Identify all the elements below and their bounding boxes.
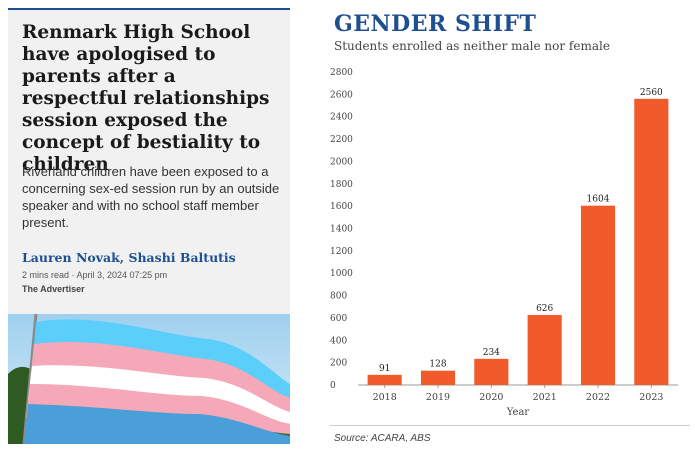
y-tick-label: 2200 bbox=[330, 135, 353, 145]
bar-2019 bbox=[420, 370, 456, 385]
y-tick-label: 600 bbox=[330, 314, 347, 324]
article-publication: The Advertiser bbox=[22, 284, 85, 294]
y-tick-label: 1600 bbox=[330, 202, 353, 212]
x-tick-label-2018: 2018 bbox=[373, 392, 397, 403]
chart-source-note: Source: ACARA, ABS bbox=[334, 433, 431, 444]
bar-2020 bbox=[474, 358, 509, 385]
y-tick-label: 2600 bbox=[330, 90, 353, 100]
x-tick-label-2019: 2019 bbox=[426, 392, 450, 403]
y-tick-label: 1000 bbox=[330, 269, 353, 279]
y-tick-label: 1400 bbox=[330, 225, 353, 235]
flag-blue-stripe-lower bbox=[24, 404, 290, 444]
chart-source-divider bbox=[330, 425, 690, 426]
data-label-2020: 234 bbox=[483, 348, 500, 358]
x-tick-label-2022: 2022 bbox=[586, 392, 610, 403]
y-tick-label: 400 bbox=[330, 336, 347, 346]
article-meta: 2 mins read · April 3, 2024 07:25 pm bbox=[22, 270, 168, 280]
y-tick-label: 2400 bbox=[330, 113, 353, 123]
y-tick-label: 1800 bbox=[330, 180, 353, 190]
y-tick-label: 800 bbox=[330, 292, 347, 302]
bar-2022 bbox=[580, 205, 616, 385]
x-tick-label-2021: 2021 bbox=[533, 392, 557, 403]
y-tick-label: 2800 bbox=[330, 68, 353, 78]
bar-2018 bbox=[367, 374, 402, 385]
data-label-2018: 91 bbox=[379, 364, 390, 374]
y-tick-label: 0 bbox=[330, 381, 336, 391]
article-panel: Renmark High School have apologised to p… bbox=[8, 8, 290, 444]
y-tick-label: 1200 bbox=[330, 247, 353, 257]
data-label-2021: 626 bbox=[536, 304, 553, 314]
article-authors[interactable]: Lauren Novak, Shashi Baltutis bbox=[22, 250, 236, 265]
article-headline[interactable]: Renmark High School have apologised to p… bbox=[22, 22, 270, 175]
transgender-flag-photo bbox=[8, 314, 290, 444]
bar-2023 bbox=[634, 98, 669, 385]
chart-panel: GENDER SHIFT Students enrolled as neithe… bbox=[300, 0, 695, 449]
bar-2021 bbox=[527, 315, 562, 385]
bar-chart: 0 200 400 600 800 1000 1200 1400 1600 1800 2000 220… bbox=[330, 68, 678, 418]
x-tick-label-2023: 2023 bbox=[639, 392, 663, 403]
x-tick-label-2020: 2020 bbox=[479, 392, 503, 403]
article-top-rule bbox=[8, 8, 290, 10]
y-tick-label: 200 bbox=[330, 359, 347, 369]
chart-subtitle: Students enrolled as neither male nor fe… bbox=[334, 39, 610, 53]
data-label-2022: 1604 bbox=[587, 195, 610, 205]
data-label-2019: 128 bbox=[429, 360, 446, 370]
flagpole bbox=[22, 314, 38, 444]
data-label-2023: 2560 bbox=[640, 88, 663, 98]
chart-title: GENDER SHIFT bbox=[334, 11, 537, 37]
x-axis-title: Year bbox=[506, 407, 530, 418]
y-tick-label: 2000 bbox=[330, 157, 353, 167]
article-standfirst: Riverland children have been exposed to … bbox=[22, 164, 280, 230]
